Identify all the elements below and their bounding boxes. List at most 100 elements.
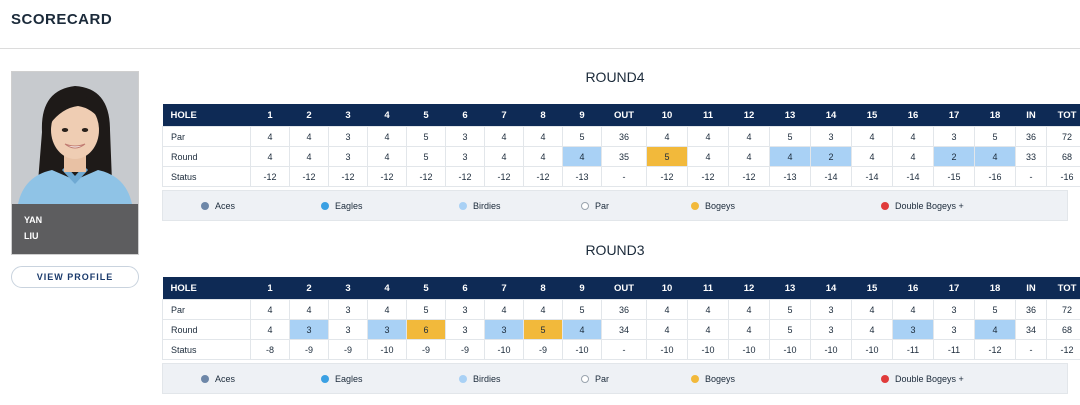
legend-item: Birdies [459, 191, 501, 222]
legend-label: Birdies [473, 374, 501, 384]
par-cell: 4 [728, 126, 770, 147]
par-cell: 5 [769, 126, 811, 147]
par-cell: 3 [933, 126, 975, 147]
status-cell: -12 [646, 166, 688, 187]
hole-number-cell: 5 [406, 277, 446, 300]
legend-item: Bogeys [691, 191, 735, 222]
par-cell: 4 [250, 126, 290, 147]
row-label: HOLE [162, 104, 251, 127]
round-cell: 4 [851, 146, 893, 167]
legend-label: Par [595, 374, 610, 384]
status-cell: -13 [562, 166, 602, 187]
hole-number-cell: 17 [933, 277, 975, 300]
status-cell: -10 [810, 339, 852, 360]
status-cell: -15 [933, 166, 975, 187]
aces-dot-icon [201, 374, 209, 383]
round-title: ROUND4 [585, 69, 645, 85]
round-cell: 4 [523, 146, 563, 167]
row-label: Status [162, 166, 251, 187]
hole-number-cell: 7 [484, 277, 524, 300]
par-cell: 4 [687, 299, 729, 320]
status-cell: -10 [646, 339, 688, 360]
hole-number-cell: 6 [445, 104, 485, 127]
hole-number-cell: 4 [367, 104, 407, 127]
par-cell: 4 [646, 299, 688, 320]
par-cell: 4 [687, 126, 729, 147]
round-cell: 2 [933, 146, 975, 167]
par-cell: 3 [810, 299, 852, 320]
hole-number-cell: OUT [601, 104, 647, 127]
round-cell: 5 [406, 146, 446, 167]
status-cell: -12 [687, 166, 729, 187]
round-cell: 68 [1046, 146, 1080, 167]
par-cell: 5 [562, 126, 602, 147]
par-cell: 4 [367, 126, 407, 147]
status-cell: -10 [851, 339, 893, 360]
par-cell: 5 [406, 299, 446, 320]
status-cell: - [601, 166, 647, 187]
par-cell: 5 [562, 299, 602, 320]
round-cell: 5 [523, 319, 563, 340]
round-cell: 5 [646, 146, 688, 167]
hole-number-cell: IN [1015, 277, 1047, 300]
player-first-name: YAN [24, 215, 43, 225]
status-row: Status -12 -12 -12 -12 -12 -12 -12 -12 -13- -12 -12… [162, 166, 1080, 187]
status-cell: - [1015, 339, 1047, 360]
par-cell: 4 [728, 299, 770, 320]
par-cell: 3 [445, 299, 485, 320]
round-cell: 4 [250, 146, 290, 167]
hole-number-cell: 3 [328, 277, 368, 300]
hole-header-row: HOLE 1 2 3 4 5 6 7 8 9 OUT 10 11 12 13 14 15 16 17 18 IN TOT [162, 277, 1080, 300]
hole-number-cell: 15 [851, 104, 893, 127]
status-cell: -12 [523, 166, 563, 187]
par-cell: 4 [851, 126, 893, 147]
status-cell: -8 [250, 339, 290, 360]
page-header: SCORECARD [0, 0, 1080, 49]
legend-item: Double Bogeys + [881, 191, 964, 222]
aces-dot-icon [201, 201, 209, 210]
legend-label: Par [595, 201, 610, 211]
round-cell: 3 [289, 319, 329, 340]
par-row: Par 4 4 3 4 5 3 4 4 5 36 4 4 4 5 3 4 4 3 5 36 72 [162, 299, 1080, 320]
round-cell: 4 [687, 146, 729, 167]
round-cell: 3 [892, 319, 934, 340]
status-cell: -12 [974, 339, 1016, 360]
par-cell: 4 [851, 299, 893, 320]
hole-number-cell: 1 [250, 104, 290, 127]
view-profile-button[interactable]: VIEW PROFILE [11, 266, 139, 288]
status-cell: -12 [1046, 339, 1080, 360]
bogeys-dot-icon [691, 374, 699, 383]
hole-number-cell: 2 [289, 104, 329, 127]
row-label: Status [162, 339, 251, 360]
par-cell: 4 [523, 126, 563, 147]
round-score-row: Round 4 3 3 3 6 3 3 5 4 34 4 4 4 5 3 4 3 3 4 34 68 [162, 319, 1080, 340]
par-cell: 36 [601, 299, 647, 320]
hole-number-cell: 12 [728, 104, 770, 127]
status-cell: -13 [769, 166, 811, 187]
par-cell: 5 [769, 299, 811, 320]
hole-number-cell: 14 [810, 277, 852, 300]
round-cell: 3 [933, 319, 975, 340]
status-cell: -12 [367, 166, 407, 187]
status-cell: -12 [406, 166, 446, 187]
status-cell: -16 [974, 166, 1016, 187]
round-cell: 6 [406, 319, 446, 340]
score-legend: Aces Eagles Birdies Par Bogeys Double Bogeys … [162, 190, 1068, 221]
status-cell: -14 [851, 166, 893, 187]
legend-label: Aces [215, 201, 236, 211]
legend-label: Bogeys [705, 374, 736, 384]
par-cell: 5 [406, 126, 446, 147]
hole-number-cell: 10 [646, 104, 688, 127]
round-cell: 4 [974, 319, 1016, 340]
status-cell: -14 [892, 166, 934, 187]
round-cell: 4 [484, 146, 524, 167]
status-cell: -9 [328, 339, 368, 360]
legend-item: Double Bogeys + [881, 364, 964, 395]
legend-item: Aces [201, 364, 235, 395]
round-cell: 2 [810, 146, 852, 167]
legend-item: Eagles [321, 364, 363, 395]
round-cell: 4 [769, 146, 811, 167]
par-cell: 4 [484, 299, 524, 320]
status-cell: -10 [728, 339, 770, 360]
round-cell: 3 [367, 319, 407, 340]
